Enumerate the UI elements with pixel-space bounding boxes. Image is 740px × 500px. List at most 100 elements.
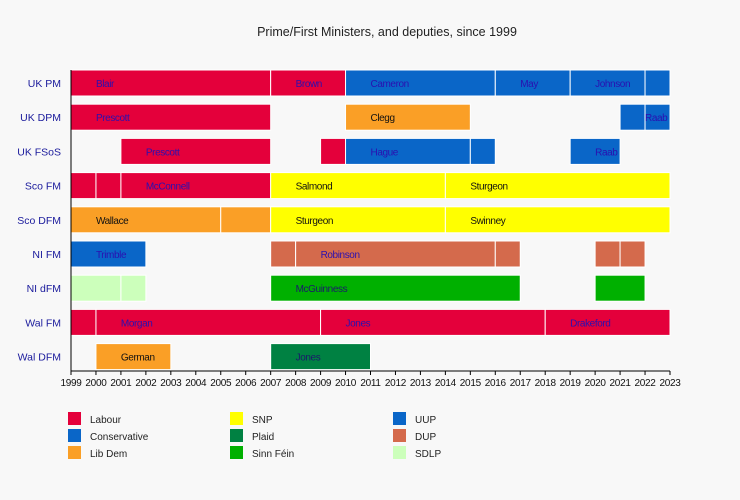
legend-swatch (393, 429, 406, 442)
term-holder-label: Morgan (121, 318, 153, 329)
term-holder-label: Cameron (371, 79, 409, 90)
term-bar (469, 137, 496, 165)
x-tick-label: 2021 (610, 378, 632, 389)
chart-title: Prime/First Ministers, and deputies, sin… (257, 25, 517, 39)
term-holder-label: Raab (645, 113, 668, 124)
legend-label: SNP (252, 415, 273, 426)
term-bar (270, 172, 446, 200)
term-bar (345, 137, 471, 165)
x-tick-label: 2017 (510, 378, 532, 389)
term-bar (70, 206, 222, 234)
x-tick-label: 1999 (60, 378, 82, 389)
term-holder-label: Blair (96, 79, 115, 90)
term-bar (270, 343, 371, 371)
term-bar (70, 274, 122, 302)
legend-swatch (230, 412, 243, 425)
x-tick-label: 2011 (360, 378, 381, 389)
term-bar (95, 172, 122, 200)
term-bar (270, 206, 446, 234)
term-holder-label: Hague (371, 147, 399, 158)
term-holder-label: Prescott (96, 113, 130, 124)
legend-label: Conservative (90, 432, 149, 443)
x-tick-label: 2013 (410, 378, 432, 389)
legend-label: Lib Dem (90, 449, 127, 460)
legend-label: Sinn Féin (252, 449, 294, 460)
term-bar (95, 343, 172, 371)
x-tick-label: 2010 (335, 378, 357, 389)
term-holder-label: Prescott (146, 147, 180, 158)
legend-swatch (68, 446, 81, 459)
x-tick-label: 2012 (385, 378, 407, 389)
term-bar (70, 69, 272, 97)
legend-label: DUP (415, 432, 436, 443)
term-bar (270, 274, 521, 302)
term-bar (444, 206, 671, 234)
term-bar (70, 308, 97, 336)
x-tick-label: 2004 (185, 378, 207, 389)
x-axis: 1999 2000 2001 2002 2003 2004 2005 2006 2007 2008… (60, 70, 682, 389)
term-bar (644, 69, 671, 97)
term-bar (270, 240, 297, 268)
legend: Labour Conservative Lib Dem SNP Plaid Sinn Fé… (68, 412, 441, 460)
term-bar (569, 137, 621, 165)
term-holder-label: Salmond (296, 182, 333, 193)
row-label: NI FM (32, 249, 61, 261)
term-bar (320, 308, 546, 336)
row-label: Sco DFM (17, 215, 61, 227)
x-tick-label: 2002 (135, 378, 157, 389)
row-label: Sco FM (25, 181, 61, 193)
x-tick-label: 2001 (110, 378, 132, 389)
term-bar (544, 308, 671, 336)
x-tick-label: 2003 (160, 378, 182, 389)
term-holder-label: Swinney (470, 216, 505, 227)
term-holder-label: Trimble (96, 250, 127, 261)
legend-swatch (68, 429, 81, 442)
legend-label: Plaid (252, 432, 274, 443)
term-holder-label: Robinson (321, 250, 360, 261)
term-bar (70, 240, 147, 268)
term-holder-label: May (520, 79, 538, 90)
legend-label: UUP (415, 415, 436, 426)
term-bar (120, 274, 147, 302)
term-bar (270, 69, 347, 97)
x-tick-label: 2016 (485, 378, 507, 389)
legend-swatch (393, 446, 406, 459)
x-tick-label: 2000 (85, 378, 107, 389)
term-holder-label: Drakeford (570, 318, 610, 329)
row-label: Wal FM (25, 317, 61, 329)
legend-swatch (230, 446, 243, 459)
x-tick-label: 2014 (435, 378, 457, 389)
row-label: UK PM (28, 78, 61, 90)
term-bar (494, 69, 571, 97)
term-bar (594, 240, 621, 268)
term-holder-label: McGuinness (296, 284, 348, 295)
term-holder-label: Jones (296, 353, 321, 364)
term-bar (345, 69, 496, 97)
term-bar (70, 172, 97, 200)
row-label: UK DPM (20, 112, 61, 124)
term-holder-label: Jones (346, 318, 371, 329)
term-holder-label: Wallace (96, 216, 129, 227)
term-holder-label: McConnell (146, 182, 190, 193)
x-tick-label: 2009 (310, 378, 332, 389)
row-label: NI dFM (27, 283, 61, 295)
term-bar (120, 172, 272, 200)
legend-swatch (393, 412, 406, 425)
x-tick-label: 2008 (285, 378, 307, 389)
term-holder-label: Sturgeon (296, 216, 333, 227)
x-tick-label: 2023 (659, 378, 681, 389)
term-holder-label: Brown (296, 79, 322, 90)
x-tick-label: 2019 (560, 378, 582, 389)
term-holder-label: Clegg (371, 113, 395, 124)
x-tick-label: 2022 (635, 378, 657, 389)
term-holder-label: German (121, 353, 155, 364)
term-bar (295, 240, 496, 268)
x-tick-label: 2006 (235, 378, 257, 389)
legend-label: SDLP (415, 449, 441, 460)
term-bar (619, 103, 646, 131)
term-holder-label: Raab (595, 147, 618, 158)
term-bar (320, 137, 347, 165)
term-bar (619, 240, 646, 268)
term-holder-label: Johnson (595, 79, 630, 90)
